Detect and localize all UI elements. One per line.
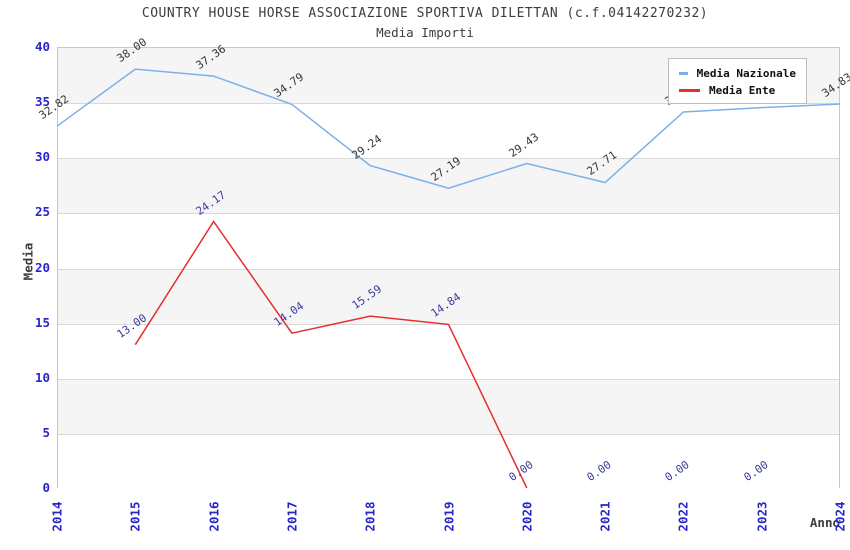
x-tick-label: 2019 — [441, 501, 456, 532]
y-tick-label: 30 — [34, 149, 50, 165]
x-tick-label: 2015 — [127, 501, 143, 532]
x-tick-label: 2022 — [675, 501, 691, 532]
y-tick-label: 0 — [42, 480, 50, 495]
x-tick-label: 2017 — [284, 501, 300, 532]
grid-line — [58, 379, 839, 380]
x-tick-label: 2023 — [754, 501, 770, 532]
chart-subtitle: Media Importi — [376, 25, 474, 40]
chart-title: COUNTRY HOUSE HORSE ASSOCIAZIONE SPORTIV… — [141, 6, 709, 21]
legend-label-nazionale: Media Nazionale — [696, 66, 796, 80]
x-tick-label: 2020 — [519, 501, 535, 532]
grid-line — [58, 213, 839, 214]
x-tick-label: 2014 — [49, 501, 65, 532]
grid-band — [58, 378, 839, 434]
x-axis-title: Anno — [809, 515, 840, 530]
x-tick-label: 2018 — [362, 501, 378, 532]
chart-lines — [56, 68, 841, 489]
nazionale-line-swatch-icon — [679, 71, 688, 75]
grid-line — [58, 158, 839, 159]
grid-line — [58, 103, 839, 104]
legend-item-ente: Media Ente — [679, 83, 796, 97]
grid-band — [58, 268, 839, 324]
ente-line-swatch-icon — [679, 88, 700, 92]
nazionale-line — [56, 68, 841, 189]
x-tick-label: 2021 — [597, 501, 613, 532]
grid-band — [58, 433, 839, 489]
y-tick-label: 15 — [34, 314, 50, 330]
legend-label-ente: Media Ente — [709, 83, 776, 97]
x-tick-label: 2016 — [206, 501, 222, 532]
grid-band — [58, 323, 839, 379]
y-tick-label: 25 — [34, 204, 50, 220]
legend-item-nazionale: Media Nazionale — [679, 66, 796, 80]
y-tick-label: 35 — [34, 94, 50, 110]
grid-band — [58, 213, 839, 269]
y-axis-title: Media — [20, 242, 36, 281]
y-tick-label: 40 — [34, 39, 50, 54]
plot-area — [57, 47, 840, 489]
ente-line — [134, 220, 528, 489]
grid-line — [58, 269, 839, 270]
grid-band — [58, 103, 839, 159]
legend: Media Nazionale Media Ente — [668, 58, 807, 104]
grid-band — [58, 158, 839, 214]
y-tick-label: 10 — [34, 369, 50, 385]
grid-line — [58, 434, 839, 435]
y-tick-label: 5 — [42, 424, 50, 440]
